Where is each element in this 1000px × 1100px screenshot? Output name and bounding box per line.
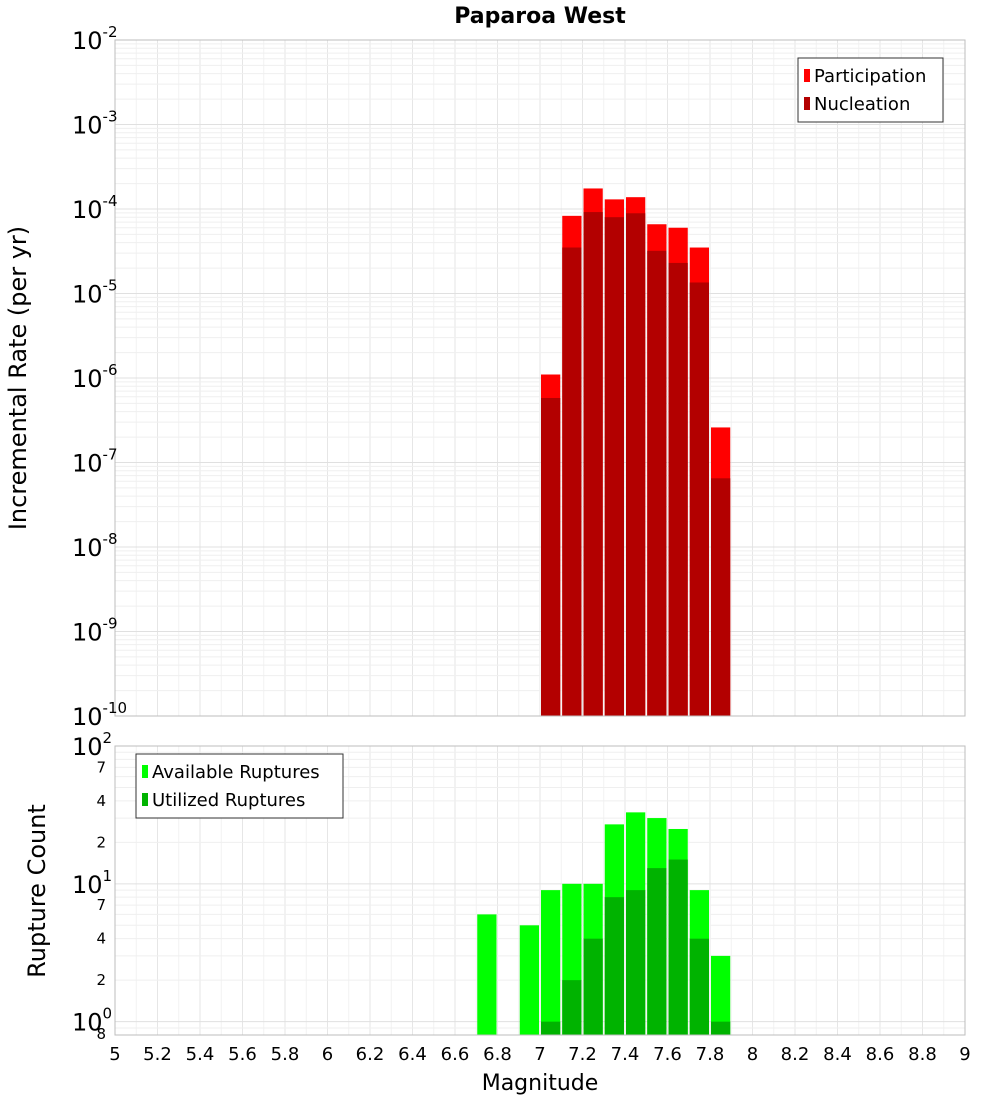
legend-entry-label: Nucleation	[814, 94, 910, 115]
y-minor-tick-label: 4	[96, 930, 106, 948]
x-tick-label: 8.2	[781, 1044, 810, 1065]
count-legend: Available Ruptures Utilized Ruptures	[135, 753, 344, 819]
bar	[583, 212, 603, 716]
x-tick-label: 6.4	[398, 1044, 427, 1065]
bar	[562, 980, 582, 1035]
y-minor-tick-label: 2	[96, 833, 106, 851]
y-minor-tick-label: 2	[96, 971, 106, 989]
bar	[541, 397, 561, 716]
bar	[668, 859, 688, 1035]
bar	[689, 282, 709, 716]
y-minor-tick-label: 7	[96, 758, 106, 776]
rate-plot-frame	[114, 39, 966, 717]
legend-entry-label: Available Ruptures	[152, 762, 320, 783]
bar	[626, 213, 646, 716]
rate-panel: 10-2 10-3 10-4 10-5 10-6 10-7 10-8 10-9 10-10 In…	[4, 23, 966, 731]
x-tick-label: 6.2	[356, 1044, 385, 1065]
x-tick-label: 7	[534, 1044, 545, 1065]
x-tick-label: 8.4	[823, 1044, 852, 1065]
bar	[647, 250, 667, 716]
x-axis-ticks: 5 5.2 5.4 5.6 5.8 6 6.2 6.4 6.6 6.8 7 7.2 7.4 7.6 7.8 8…	[109, 1044, 970, 1065]
bar	[541, 1021, 561, 1035]
x-tick-label: 9	[959, 1044, 970, 1065]
legend-box	[135, 753, 344, 819]
y-tick-label: 101	[72, 867, 112, 899]
rate-y-ticks: 10-2 10-3 10-4 10-5 10-6 10-7 10-8 10-9 10-10	[72, 23, 127, 731]
x-tick-label: 8.6	[866, 1044, 895, 1065]
bar	[647, 868, 667, 1035]
y-tick-label: 10-8	[72, 530, 118, 562]
bar	[711, 955, 731, 1035]
legend-entry-label: Participation	[814, 66, 926, 87]
y-tick-label: 10-7	[72, 446, 118, 478]
bar	[562, 247, 582, 716]
rate-grid	[114, 40, 966, 717]
bar	[604, 897, 624, 1035]
y-minor-tick-label: 7	[96, 896, 106, 914]
bar	[711, 478, 731, 716]
rate-y-axis-label: Incremental Rate (per yr)	[4, 226, 32, 530]
x-tick-label: 6	[322, 1044, 333, 1065]
bar	[626, 890, 646, 1035]
bar	[668, 262, 688, 716]
rate-bars	[541, 188, 731, 717]
count-plot-frame	[114, 745, 966, 1036]
y-minor-tick-label: 4	[96, 792, 106, 810]
count-panel: 102 101 100 7 4 2 7 4 2 8 Rupture Count Available…	[23, 729, 966, 1043]
y-tick-label: 102	[72, 729, 112, 761]
x-tick-label: 6.6	[441, 1044, 470, 1065]
legend-swatch	[804, 69, 810, 82]
count-y-axis-label: Rupture Count	[23, 804, 51, 978]
count-grid	[114, 745, 966, 1036]
y-tick-label: 10-5	[72, 277, 118, 309]
y-tick-label: 100	[72, 1005, 112, 1037]
legend-swatch	[142, 793, 148, 806]
x-tick-label: 7.2	[568, 1044, 597, 1065]
x-tick-label: 8.8	[908, 1044, 937, 1065]
count-y-ticks: 102 101 100 7 4 2 7 4 2 8	[72, 729, 112, 1043]
x-tick-label: 7.4	[611, 1044, 640, 1065]
legend-entry-label: Utilized Ruptures	[152, 790, 305, 811]
x-tick-label: 5	[109, 1044, 120, 1065]
x-axis-label: Magnitude	[482, 1071, 599, 1096]
bar	[477, 914, 497, 1035]
x-tick-label: 7.6	[653, 1044, 682, 1065]
x-tick-label: 5.6	[228, 1044, 257, 1065]
x-tick-label: 8	[747, 1044, 758, 1065]
x-tick-label: 7.8	[696, 1044, 725, 1065]
legend-box	[797, 57, 944, 123]
x-tick-label: 5.4	[186, 1044, 215, 1065]
bar	[604, 217, 624, 716]
x-tick-label: 5.8	[271, 1044, 300, 1065]
y-tick-label: 10-3	[72, 108, 118, 140]
legend-swatch	[142, 765, 148, 778]
rate-legend: Participation Nucleation	[797, 57, 944, 123]
y-tick-label: 10-10	[72, 699, 127, 731]
count-bars	[477, 812, 731, 1035]
legend-swatch	[804, 97, 810, 110]
bar	[541, 890, 561, 1035]
x-tick-label: 5.2	[143, 1044, 172, 1065]
bar	[689, 938, 709, 1035]
chart-title: Paparoa West	[454, 4, 626, 29]
bar	[519, 925, 539, 1035]
x-tick-label: 6.8	[483, 1044, 512, 1065]
bar	[711, 1021, 731, 1035]
y-tick-label: 10-4	[72, 192, 118, 224]
y-tick-label: 10-2	[72, 23, 118, 55]
y-tick-label: 10-6	[72, 361, 118, 393]
y-tick-label: 10-9	[72, 615, 118, 647]
y-minor-tick-label: 8	[96, 1025, 106, 1043]
bar	[583, 938, 603, 1035]
